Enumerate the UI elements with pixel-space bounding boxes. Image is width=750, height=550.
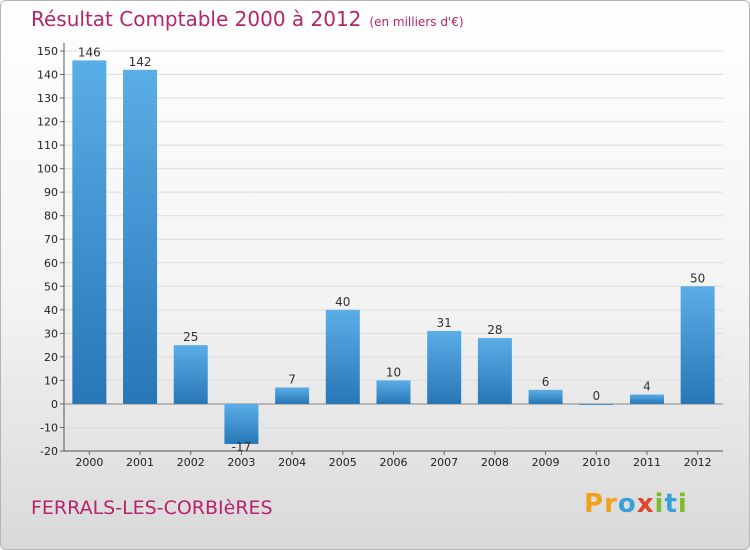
bar-2003 — [224, 403, 259, 444]
y-tick-label: 60 — [44, 257, 58, 270]
x-tick-label: 2005 — [329, 456, 357, 469]
x-tick-label: 2012 — [684, 456, 712, 469]
chart-title-text: Résultat Comptable 2000 à 2012 — [31, 7, 362, 31]
bar-2002 — [173, 345, 208, 404]
value-label-2005: 40 — [335, 295, 350, 309]
proxiti-logo[interactable]: Proxiti — [584, 489, 688, 519]
x-tick-label: 2010 — [582, 456, 610, 469]
y-tick-label: 20 — [44, 351, 58, 364]
y-tick-label: 130 — [37, 92, 58, 105]
y-tick-label: 100 — [37, 163, 58, 176]
value-label-2003: -17 — [232, 440, 252, 454]
logo-letter: P — [584, 489, 605, 519]
logo-letter: o — [617, 489, 637, 519]
x-tick-label: 2001 — [126, 456, 154, 469]
logo-letter: r — [604, 489, 618, 519]
y-tick-label: 110 — [37, 139, 58, 152]
logo-letter: t — [664, 489, 678, 519]
commune-name: FERRALS-LES-CORBIèRES — [31, 497, 273, 519]
y-tick-label: 120 — [37, 116, 58, 129]
value-labels: 146 142 25 -17 7 40 10 31 28 6 0 4 50 — [78, 45, 705, 454]
bar-2009 — [528, 389, 563, 404]
bar-2008 — [477, 338, 512, 404]
x-tick-label: 2009 — [532, 456, 560, 469]
y-tick-label: -20 — [40, 445, 58, 458]
logo-letter: x — [636, 489, 655, 519]
y-tick-label: 0 — [51, 398, 58, 411]
x-tick-label: 2000 — [75, 456, 103, 469]
value-label-2012: 50 — [690, 271, 705, 285]
x-tick-label: 2004 — [278, 456, 306, 469]
logo-letter: i — [677, 489, 688, 519]
x-tick-label: 2008 — [481, 456, 509, 469]
value-label-2007: 31 — [437, 316, 452, 330]
x-tick-label: 2006 — [380, 456, 408, 469]
value-label-2011: 4 — [643, 380, 651, 394]
value-label-2006: 10 — [386, 365, 401, 379]
value-label-2000: 146 — [78, 45, 101, 59]
y-tick-label: 30 — [44, 327, 58, 340]
bar-2004 — [275, 387, 310, 404]
x-tick-label: 2002 — [177, 456, 205, 469]
chart-title: Résultat Comptable 2000 à 2012 (en millie… — [31, 7, 464, 31]
bar-2001 — [123, 69, 158, 404]
value-label-2002: 25 — [183, 330, 198, 344]
logo-letter: i — [654, 489, 665, 519]
value-label-2008: 28 — [487, 323, 502, 337]
y-tick-label: 10 — [44, 374, 58, 387]
x-tick-label: 2003 — [227, 456, 255, 469]
bar-2007 — [427, 331, 462, 404]
bar-2011 — [629, 394, 664, 404]
value-label-2010: 0 — [592, 389, 600, 403]
bar-2006 — [376, 380, 411, 404]
value-label-2009: 6 — [542, 375, 550, 389]
y-tick-label: 80 — [44, 210, 58, 223]
y-tick-label: 150 — [37, 45, 58, 58]
bars — [72, 60, 715, 444]
bar-2005 — [325, 309, 360, 404]
chart-subtitle: (en milliers d'€) — [369, 15, 464, 29]
y-tick-label: 40 — [44, 304, 58, 317]
y-tick-label: -10 — [40, 421, 58, 434]
y-tick-label: 50 — [44, 280, 58, 293]
y-tick-label: 90 — [44, 186, 58, 199]
x-tick-label: 2007 — [430, 456, 458, 469]
bar-2010 — [579, 403, 614, 405]
y-tick-label: 70 — [44, 233, 58, 246]
value-label-2004: 7 — [288, 372, 296, 386]
x-tick-label: 2011 — [633, 456, 661, 469]
axes: -20-100102030405060708090100110120130140… — [37, 43, 723, 469]
bar-2000 — [72, 60, 107, 404]
value-label-2001: 142 — [129, 55, 152, 69]
y-tick-label: 140 — [37, 69, 58, 82]
bar-2012 — [680, 286, 715, 404]
